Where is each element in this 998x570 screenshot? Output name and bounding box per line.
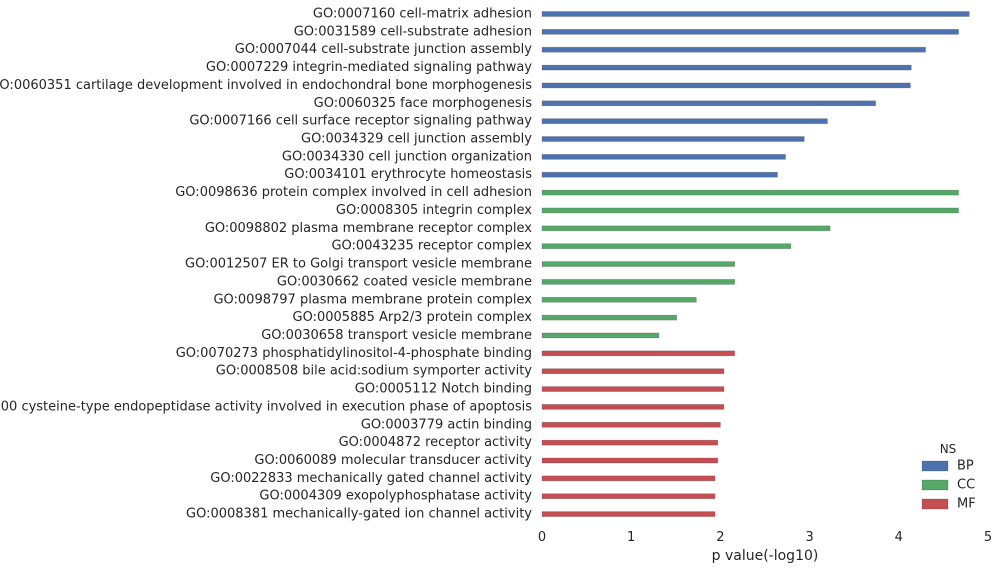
- legend-label-bp: BP: [957, 459, 974, 474]
- category-label: GO:0007229 integrin-mediated signaling p…: [206, 60, 532, 75]
- category-label: GO:0034329 cell junction assembly: [301, 132, 532, 147]
- bar-mf-22: [541, 386, 725, 392]
- category-label: GO:0034330 cell junction organization: [282, 149, 532, 164]
- x-tick-label: 5: [984, 530, 992, 545]
- x-axis-label: p value(-log10): [712, 548, 819, 564]
- legend-swatch-bp: [921, 460, 949, 472]
- x-tick-label: 0: [538, 530, 546, 545]
- bar-mf-21: [541, 368, 725, 375]
- bar-cc-15: [541, 261, 735, 267]
- bar-cc-16: [541, 279, 735, 285]
- bar-mf-29: [541, 511, 716, 517]
- bar-cc-11: [541, 189, 959, 196]
- bar-bp-10: [541, 171, 778, 178]
- x-tick-label: 3: [805, 530, 813, 545]
- bar-cc-12: [541, 207, 959, 214]
- category-label: GO:0030662 coated vesicle membrane: [277, 274, 532, 289]
- bar-mf-28: [541, 493, 716, 500]
- legend-label-mf: MF: [957, 497, 976, 512]
- x-tick-label: 4: [895, 530, 903, 545]
- category-label: GO:0005885 Arp2/3 protein complex: [293, 310, 533, 325]
- category-label: GO:0060089 molecular transducer activity: [254, 453, 532, 468]
- category-label: GO:0031589 cell-substrate adhesion: [294, 24, 532, 39]
- bar-mf-26: [541, 457, 719, 464]
- category-label: GO:0098802 plasma membrane receptor comp…: [205, 221, 532, 236]
- bar-cc-19: [541, 332, 660, 339]
- bar-mf-24: [541, 421, 721, 428]
- bar-bp-7: [541, 118, 828, 124]
- bar-bp-1: [541, 11, 970, 17]
- bar-mf-20: [541, 350, 735, 357]
- bar-mf-27: [541, 475, 716, 482]
- category-label: GO:0005112 Notch binding: [355, 382, 532, 397]
- category-label: GO:0098797 plasma membrane protein compl…: [213, 292, 532, 307]
- category-label: GO:0060325 face morphogenesis: [314, 96, 533, 111]
- bar-mf-23: [541, 404, 725, 410]
- bar-cc-18: [541, 314, 677, 321]
- bar-bp-6: [541, 100, 876, 107]
- category-label: GO:0008508 bile acid:sodium symporter ac…: [216, 364, 533, 379]
- x-tick-label: 2: [716, 530, 724, 545]
- bar-bp-5: [541, 82, 911, 89]
- legend-swatch-cc: [921, 479, 949, 491]
- category-label: GO:0022833 mechanically gated channel ac…: [210, 471, 532, 486]
- category-label: GO:0012507 ER to Golgi transport vesicle…: [185, 257, 532, 272]
- legend-title: NS: [940, 442, 957, 456]
- bar-bp-2: [541, 29, 959, 35]
- bar-bp-4: [541, 64, 912, 71]
- category-labels-group: GO:0007160 cell-matrix adhesion GO:003158…: [0, 7, 532, 522]
- category-label: GO:0034101 erythrocyte homeostasis: [284, 167, 532, 182]
- bar-cc-13: [541, 225, 831, 232]
- category-label: GO:0097200 cysteine-type endopeptidase a…: [0, 399, 532, 414]
- category-label: GO:0004309 exopolyphosphatase activity: [259, 489, 532, 504]
- category-label: GO:0007044 cell-substrate junction assem…: [235, 42, 533, 57]
- category-label: GO:0098636 protein complex involved in c…: [175, 185, 532, 200]
- category-label: GO:0007160 cell-matrix adhesion: [313, 7, 532, 22]
- bar-cc-17: [541, 296, 697, 303]
- category-label: GO:0004872 receptor activity: [339, 435, 533, 450]
- category-label: GO:0043235 receptor complex: [331, 239, 532, 254]
- bar-mf-25: [541, 439, 719, 446]
- category-label: GO:0003779 actin binding: [361, 417, 532, 432]
- bar-bp-9: [541, 154, 786, 160]
- bars-group: [541, 11, 970, 517]
- category-label: GO:0008381 mechanically-gated ion channe…: [186, 507, 532, 522]
- x-tick-label: 1: [627, 530, 635, 545]
- bar-cc-14: [541, 243, 792, 249]
- category-label: GO:0060351 cartilage development involve…: [0, 78, 532, 93]
- bar-bp-8: [541, 136, 805, 142]
- legend-label-cc: CC: [957, 478, 975, 493]
- bar-bp-3: [541, 46, 926, 53]
- legend: NS BP CC MF: [921, 442, 976, 512]
- category-label: GO:0030658 transport vesicle membrane: [261, 328, 532, 343]
- x-axis-ticks-group: 0 1 2 3 4 5: [538, 530, 992, 545]
- legend-swatch-mf: [921, 498, 949, 510]
- category-label: GO:0070273 phosphatidylinositol-4-phosph…: [176, 346, 532, 361]
- category-label: GO:0007166 cell surface receptor signali…: [189, 114, 532, 129]
- category-label: GO:0008305 integrin complex: [336, 203, 532, 218]
